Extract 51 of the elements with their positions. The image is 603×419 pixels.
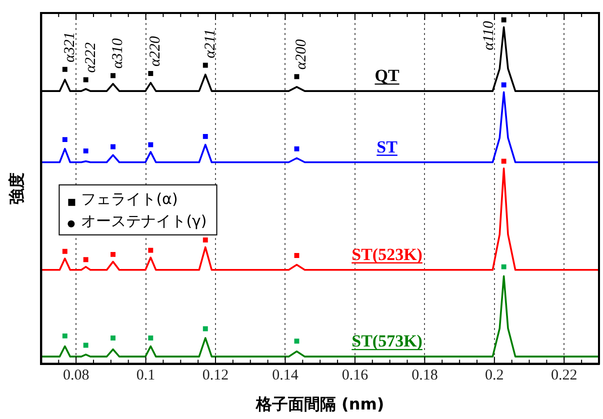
point bbox=[83, 257, 88, 262]
series-label: ST(523K) bbox=[352, 244, 422, 264]
x-tick-label: 0.22 bbox=[551, 368, 578, 384]
x-tick-label: 0.14 bbox=[272, 368, 299, 384]
point bbox=[501, 17, 506, 22]
annotation: α110 bbox=[480, 20, 497, 50]
x-axis-title: 格子面間隔 (nm) bbox=[254, 394, 384, 414]
series-label: QT bbox=[374, 66, 400, 86]
x-tick-label: 0.08 bbox=[62, 368, 90, 384]
point bbox=[202, 62, 208, 68]
point bbox=[148, 248, 154, 253]
series-label: ST(573K) bbox=[352, 332, 422, 351]
annotation: α220 bbox=[148, 36, 164, 67]
annotation: α211 bbox=[202, 29, 218, 58]
point bbox=[294, 146, 300, 152]
x-tick-label: 0.1 bbox=[136, 368, 156, 384]
point bbox=[110, 144, 116, 150]
x-tick-label: 0.2 bbox=[485, 368, 504, 384]
point bbox=[110, 336, 116, 340]
y-axis-title: 強度 bbox=[6, 172, 26, 204]
x-tick-label: 0.16 bbox=[342, 368, 369, 384]
annotation: α310 bbox=[110, 38, 126, 69]
point bbox=[501, 82, 506, 88]
legend-label: フェライト(α) bbox=[81, 190, 178, 208]
annotation: α321 bbox=[62, 32, 78, 62]
legend-label: オーステナイト(γ) bbox=[81, 212, 207, 230]
point bbox=[148, 336, 154, 340]
point bbox=[62, 248, 68, 254]
point bbox=[83, 342, 88, 348]
annotation: α222 bbox=[82, 42, 99, 73]
annotation: α200 bbox=[294, 38, 310, 70]
point bbox=[294, 338, 300, 344]
series-label: ST bbox=[376, 137, 398, 156]
point bbox=[110, 252, 116, 257]
point bbox=[83, 77, 88, 82]
point bbox=[62, 137, 68, 142]
point bbox=[202, 134, 208, 139]
point bbox=[294, 74, 300, 80]
point bbox=[501, 158, 506, 164]
point bbox=[202, 326, 208, 332]
point bbox=[202, 238, 208, 242]
x-tick-label: 0.12 bbox=[202, 368, 229, 384]
point bbox=[148, 71, 154, 76]
point bbox=[62, 333, 68, 338]
point bbox=[294, 252, 300, 258]
x-tick-label: 0.18 bbox=[412, 368, 438, 384]
point bbox=[83, 148, 88, 154]
point bbox=[148, 142, 154, 148]
point bbox=[501, 264, 506, 270]
point bbox=[62, 66, 68, 72]
point bbox=[110, 73, 116, 78]
